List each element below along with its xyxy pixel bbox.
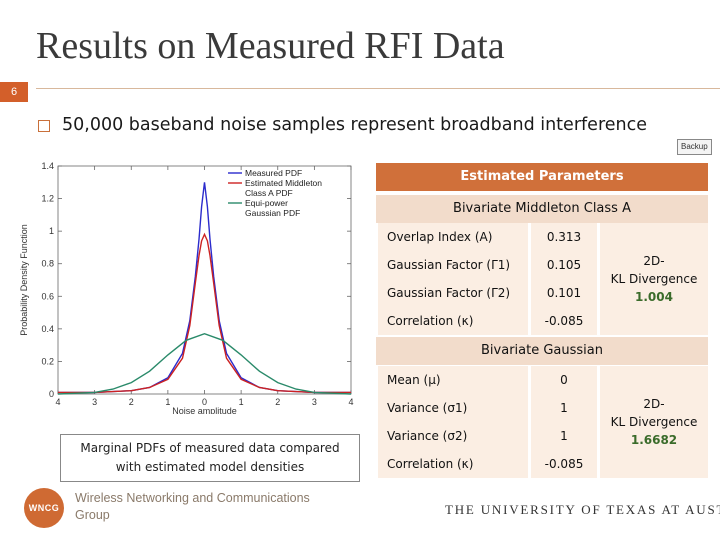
middleton-kl-value: 1.004: [635, 290, 673, 304]
title-divider: [36, 88, 720, 89]
x-tick-label: 3: [92, 397, 97, 407]
x-tick-label: 1: [165, 397, 170, 407]
x-tick-label: 0: [202, 397, 207, 407]
slide-number: 6: [0, 82, 28, 102]
kl-label-line-2: KL Divergence: [610, 415, 698, 429]
kl-label-line-1: 2D-: [643, 397, 665, 411]
legend-label: Gaussian PDF: [245, 208, 300, 218]
caption-line-1: Marginal PDFs of measured data compared: [80, 441, 340, 455]
y-axis-label: Probability Density Function: [19, 224, 29, 336]
group-name: Wireless Networking and Communications G…: [75, 490, 310, 524]
gaussian-param-label: Variance (σ1): [378, 394, 528, 422]
gaussian-kl-cell: 2D- KL Divergence 1.6682: [600, 366, 708, 478]
slide-title: Results on Measured RFI Data: [36, 25, 505, 67]
gaussian-param-value: 1: [531, 422, 597, 450]
group-name-line-2: Group: [75, 508, 110, 522]
x-tick-label: 4: [55, 397, 60, 407]
y-tick-label: 0.4: [41, 324, 54, 334]
x-axis-label: Noise amplitude: [172, 406, 237, 414]
gaussian-param-label: Variance (σ2): [378, 422, 528, 450]
gaussian-kl-value: 1.6682: [630, 433, 678, 447]
legend-label: Measured PDF: [245, 168, 302, 178]
middleton-param-value: 0.313: [531, 223, 597, 251]
gaussian-param-value: -0.085: [531, 450, 597, 478]
legend-label: Equi-power: [245, 198, 288, 208]
middleton-param-value: 0.105: [531, 251, 597, 279]
y-tick-label: 0: [49, 389, 54, 399]
legend-label: Estimated Middleton: [245, 178, 322, 188]
x-tick-label: 2: [275, 397, 280, 407]
gaussian-param-value: 1: [531, 394, 597, 422]
y-tick-label: 1: [49, 226, 54, 236]
y-tick-label: 0.8: [41, 259, 54, 269]
legend-label: Class A PDF: [245, 188, 293, 198]
chart-lines: [57, 182, 352, 395]
middleton-param-label: Gaussian Factor (Γ2): [378, 279, 528, 307]
backup-button[interactable]: Backup: [677, 139, 712, 155]
y-tick-label: 0.2: [41, 356, 54, 366]
bullet-text: 50,000 baseband noise samples represent …: [62, 115, 647, 135]
kl-label-line-1: 2D-: [643, 254, 665, 268]
kl-label-line-2: KL Divergence: [610, 272, 698, 286]
square-bullet-icon: [38, 120, 50, 132]
chart-caption: Marginal PDFs of measured data compared …: [60, 434, 360, 482]
middleton-param-label: Overlap Index (A): [378, 223, 528, 251]
gaussian-param-label: Correlation (κ): [378, 450, 528, 478]
university-name: THE UNIVERSITY OF TEXAS AT AUSTIN: [445, 502, 720, 517]
table-header: Estimated Parameters: [376, 163, 708, 191]
group-name-line-1: Wireless Networking and Communications: [75, 491, 310, 505]
series-line: [57, 332, 352, 395]
wncg-logo: WNCG: [24, 488, 64, 528]
middleton-kl-cell: 2D- KL Divergence 1.004: [600, 223, 708, 335]
chart-axes: 0 0.2 0.4 0.6 0.8 1 1.2 1.4 4 3 2 1 0 1 2 3 4 Noise ampli…: [19, 161, 354, 414]
x-tick-label: 3: [312, 397, 317, 407]
middleton-param-value: -0.085: [531, 307, 597, 335]
middleton-param-label: Correlation (κ): [378, 307, 528, 335]
x-tick-label: 1: [239, 397, 244, 407]
series-line: [58, 232, 351, 394]
gaussian-param-label: Mean (μ): [378, 366, 528, 394]
x-tick-label: 2: [129, 397, 134, 407]
pdf-chart: 0 0.2 0.4 0.6 0.8 1 1.2 1.4 4 3 2 1 0 1 2 3 4 Noise ampli…: [19, 161, 354, 414]
y-tick-label: 1.2: [41, 194, 54, 204]
gaussian-param-value: 0: [531, 366, 597, 394]
y-tick-label: 0.6: [41, 291, 54, 301]
middleton-param-label: Gaussian Factor (Γ1): [378, 251, 528, 279]
middleton-param-value: 0.101: [531, 279, 597, 307]
x-tick-label: 4: [348, 397, 353, 407]
caption-line-2: with estimated model densities: [115, 460, 305, 474]
y-tick-label: 1.4: [41, 161, 54, 171]
plot-frame: [57, 165, 352, 395]
middleton-section-title: Bivariate Middleton Class A: [376, 195, 708, 223]
gaussian-section-title: Bivariate Gaussian: [376, 337, 708, 365]
